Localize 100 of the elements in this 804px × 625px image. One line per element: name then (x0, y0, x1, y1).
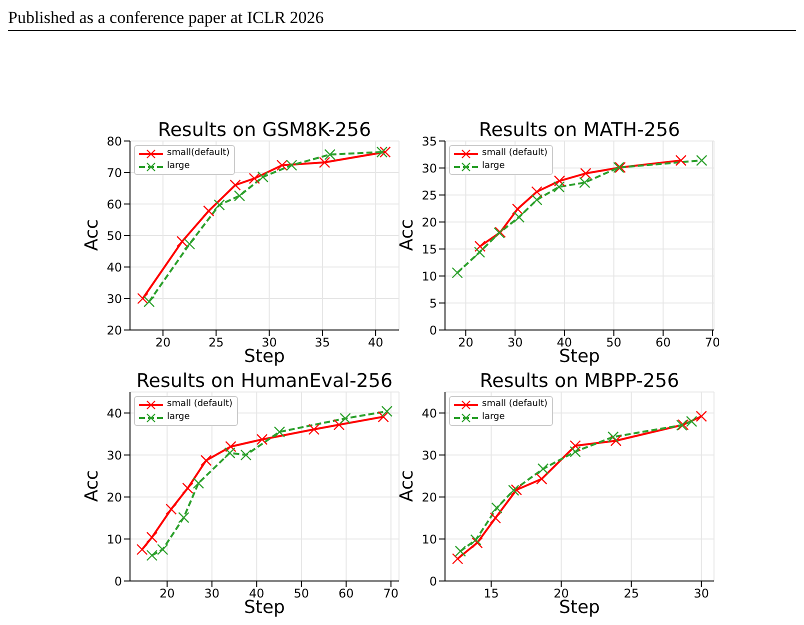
point (610, 435, 622, 446)
point (224, 447, 236, 458)
point (472, 537, 483, 548)
point (380, 146, 391, 158)
y-tick-label: 0 (114, 574, 122, 588)
x-tick-label: 25 (624, 586, 639, 601)
y-tick-label: 40 (106, 260, 122, 274)
point (137, 292, 148, 304)
point (274, 426, 286, 438)
point (513, 212, 525, 223)
y-tick-label: 40 (106, 406, 122, 420)
point (531, 186, 542, 198)
point (675, 154, 687, 166)
y-tick-label: 70 (106, 166, 122, 180)
y-tick-label: 30 (422, 448, 437, 462)
y-tick-label: 50 (106, 228, 122, 243)
text: Published as a conference paper at ICLR 2026 (8, 8, 324, 27)
point (286, 160, 298, 171)
point (454, 546, 466, 557)
x-tick-label: 20 (155, 336, 171, 350)
point (176, 236, 188, 248)
y-tick-label: 80 (106, 134, 122, 148)
chart-title: Results on MATH-256 (478, 119, 682, 141)
point (381, 406, 393, 417)
chart-title: Results on HumanEval-256 (135, 370, 394, 392)
point (136, 544, 148, 556)
y-axis-title: Acc (82, 470, 102, 502)
point (491, 502, 502, 514)
point (146, 532, 158, 543)
x-tick-label: 15 (484, 586, 499, 601)
point (452, 553, 464, 564)
y-axis-title: Acc (396, 470, 418, 502)
point (192, 478, 204, 489)
point (490, 512, 502, 524)
y-tick-label: 25 (422, 188, 437, 202)
point (531, 194, 542, 206)
point (378, 411, 389, 422)
y-tick-label: 0 (429, 574, 437, 588)
point (166, 504, 177, 515)
y-tick-label: 20 (422, 215, 437, 230)
point (256, 434, 268, 446)
point (512, 203, 524, 215)
y-tick-label: 10 (422, 269, 437, 284)
x-tick-label: 70 (704, 336, 720, 350)
point (579, 176, 590, 188)
y-tick-label: 20 (106, 323, 122, 338)
point (234, 190, 246, 202)
point (608, 431, 619, 443)
point (276, 160, 288, 171)
point (340, 412, 351, 424)
x-tick-label: 50 (294, 586, 310, 601)
point (240, 449, 252, 461)
point (184, 238, 196, 250)
point (324, 148, 336, 160)
point (537, 463, 549, 474)
y-tick-label: 20 (106, 490, 122, 504)
x-tick-label: 50 (606, 336, 622, 350)
legend-label: large (167, 411, 190, 424)
y-tick-label: 20 (422, 490, 437, 504)
x-tick-label: 60 (338, 586, 354, 601)
point (508, 484, 520, 496)
point (308, 424, 320, 435)
x-tick-label: 20 (458, 336, 474, 350)
point (144, 296, 155, 308)
x-tick-label: 60 (656, 336, 671, 350)
legend-label: small (default) (482, 398, 548, 411)
point (452, 267, 463, 278)
point (536, 473, 548, 485)
y-tick-label: 60 (106, 197, 122, 212)
y-tick-label: 15 (422, 242, 437, 256)
x-tick-label: 30 (204, 586, 220, 601)
y-tick-label: 30 (106, 292, 122, 306)
point (178, 512, 190, 524)
point (474, 240, 486, 252)
legend-label: large (167, 160, 190, 173)
point (474, 246, 486, 258)
point (248, 172, 260, 184)
point (554, 175, 566, 187)
point (686, 416, 698, 427)
point (570, 440, 581, 452)
legend-label: large (482, 160, 505, 173)
point (225, 441, 236, 452)
y-tick-label: 30 (422, 161, 437, 176)
point (200, 454, 212, 466)
point (214, 199, 225, 211)
point (553, 181, 565, 192)
y-tick-label: 30 (106, 448, 122, 462)
point (570, 446, 581, 458)
y-tick-label: 10 (422, 532, 437, 546)
legend-label: small (default) (482, 147, 548, 160)
point (203, 205, 214, 217)
x-tick-label: 70 (383, 586, 399, 601)
y-tick-label: 5 (429, 296, 437, 310)
x-tick-label: 40 (368, 336, 384, 350)
y-tick-label: 35 (422, 134, 437, 148)
x-tick-label: 30 (694, 586, 710, 601)
point (333, 419, 345, 430)
x-tick-label: 25 (208, 336, 224, 350)
point (470, 534, 482, 546)
legend-label: small (default) (167, 398, 233, 411)
